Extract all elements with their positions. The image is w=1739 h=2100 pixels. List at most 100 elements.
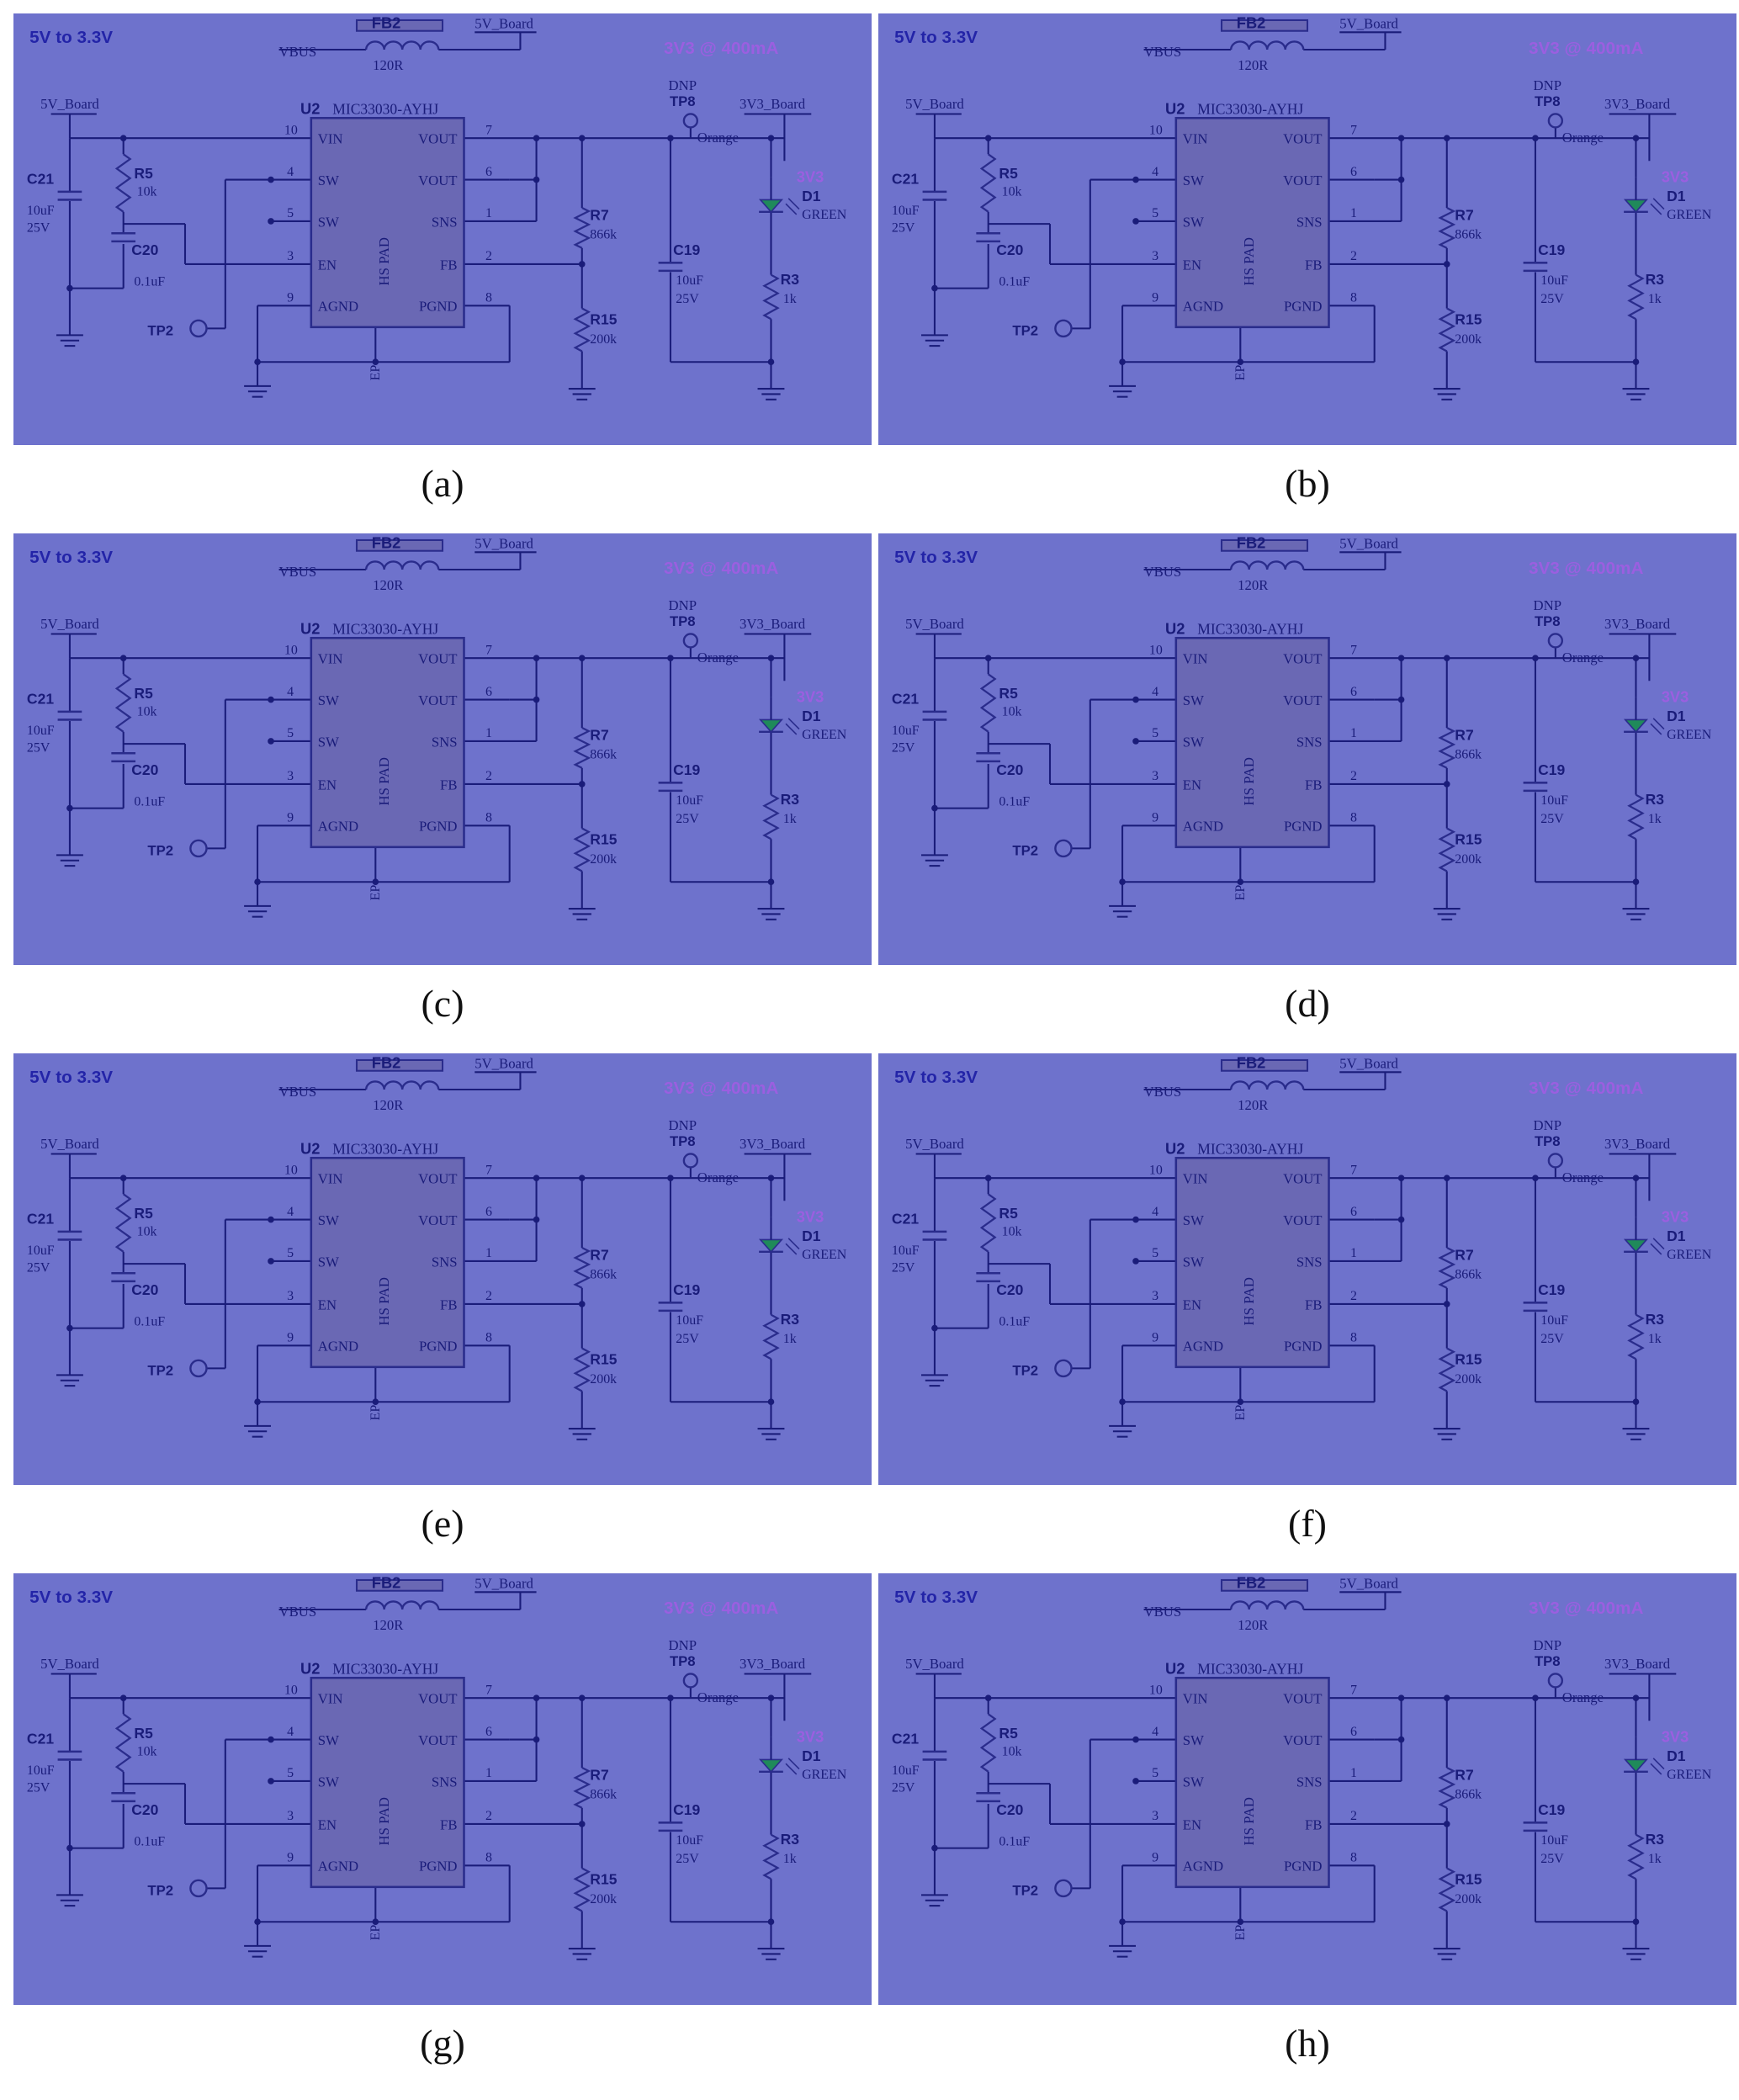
resistor-r5 xyxy=(114,673,132,733)
resistor-r5 xyxy=(979,153,997,213)
diagram-title: 5V to 3.3V xyxy=(29,1068,113,1087)
ground-symbol xyxy=(56,854,83,867)
r5-label: R5 xyxy=(134,685,153,702)
pin-vin: VIN xyxy=(318,1171,343,1187)
u2-label: U2 xyxy=(1165,99,1185,117)
pin-vin: VIN xyxy=(318,1691,343,1707)
pin-sw-1: SW xyxy=(1183,1732,1204,1748)
pin-num-9: 9 xyxy=(287,1851,294,1865)
pin-num-8: 8 xyxy=(485,811,492,825)
pin-num-4: 4 xyxy=(1152,685,1158,699)
pin-num-4: 4 xyxy=(287,685,294,699)
pin-num-10: 10 xyxy=(284,643,298,657)
r15-label: R15 xyxy=(1455,1351,1482,1368)
junction xyxy=(578,1175,586,1181)
pin-agnd: AGND xyxy=(318,1859,358,1875)
schematic-panel-e: 5V to 3.3V 3V3 @ 400mA VBUS FB2 120R 5V_Board… xyxy=(13,1053,872,1485)
u2-label: U2 xyxy=(300,619,320,637)
ic-u2-body xyxy=(1174,1676,1330,1889)
net-5v-board-left: 5V_Board xyxy=(905,616,964,632)
led-d1 xyxy=(758,177,800,215)
junction xyxy=(1132,1778,1139,1784)
capacitor-c19 xyxy=(1523,1302,1548,1312)
junction xyxy=(254,358,261,366)
tp2-label: TP2 xyxy=(147,842,173,858)
test-point-tp8 xyxy=(682,113,699,129)
pin-num-5: 5 xyxy=(287,726,294,740)
resistor-r7 xyxy=(573,207,591,249)
d1-net-label: 3V3 xyxy=(797,1208,824,1226)
junction xyxy=(533,135,540,141)
c21-label: C21 xyxy=(27,690,54,707)
r7-label: R7 xyxy=(590,1766,608,1783)
pin-num-6: 6 xyxy=(1350,1725,1357,1739)
junction xyxy=(767,1694,775,1701)
pin-num-7: 7 xyxy=(1350,123,1357,137)
net-3v3-board: 3V3_Board xyxy=(740,1656,806,1672)
tp2-label: TP2 xyxy=(1012,322,1038,338)
wires xyxy=(933,32,1651,390)
pin-num-3: 3 xyxy=(1152,1289,1158,1303)
junction xyxy=(667,655,674,661)
junction xyxy=(533,696,540,703)
pin-num-2: 2 xyxy=(1350,769,1357,783)
ground-symbol xyxy=(1622,1428,1650,1440)
pin-sw-2: SW xyxy=(1183,214,1204,230)
capacitor-c20 xyxy=(976,1792,1001,1803)
ep-label: EP xyxy=(1233,885,1248,901)
resistor-r7 xyxy=(1438,1247,1456,1289)
fb2-value: 120R xyxy=(1238,57,1269,73)
panel-caption: (a) xyxy=(421,462,464,505)
output-rating-label: 3V3 @ 400mA xyxy=(1529,1079,1644,1098)
schematic-panel-h: 5V to 3.3V 3V3 @ 400mA VBUS FB2 120R 5V_Board… xyxy=(878,1573,1736,2005)
r15-value: 200k xyxy=(590,852,617,867)
pin-pgnd: PGND xyxy=(419,299,458,315)
dnp-label: DNP xyxy=(1534,597,1561,613)
output-rating-label: 3V3 @ 400mA xyxy=(1529,1599,1644,1618)
junction xyxy=(1237,1398,1244,1406)
pin-fb: FB xyxy=(1305,777,1322,793)
pin-num-10: 10 xyxy=(284,123,298,137)
r15-value: 200k xyxy=(1455,332,1482,347)
pin-vout-1: VOUT xyxy=(1283,1171,1322,1187)
ic-u2-body xyxy=(310,116,465,329)
c21-voltage: 25V xyxy=(892,221,915,236)
c19-voltage: 25V xyxy=(676,292,699,306)
pin-en: EN xyxy=(318,1816,337,1832)
capacitor-c19 xyxy=(1523,1822,1548,1832)
c21-label: C21 xyxy=(27,170,54,187)
r5-value: 10k xyxy=(137,1225,157,1239)
u2-part-label: MIC33030-AYHJ xyxy=(1197,1140,1303,1157)
resistor-r15 xyxy=(573,827,591,872)
c20-label: C20 xyxy=(996,1281,1023,1298)
ep-label: EP xyxy=(1233,1405,1248,1421)
ground-symbol xyxy=(1109,1424,1136,1438)
junction xyxy=(66,1324,73,1332)
u2-label: U2 xyxy=(300,1139,320,1157)
panel-caption: (d) xyxy=(1285,982,1330,1025)
fb2-inductor xyxy=(1229,1080,1305,1090)
pin-sns: SNS xyxy=(432,214,458,230)
c19-value: 10uF xyxy=(676,273,703,288)
ground-symbol xyxy=(1109,904,1136,918)
pin-en: EN xyxy=(318,257,337,273)
pin-num-1: 1 xyxy=(485,726,492,740)
c19-voltage: 25V xyxy=(1540,1332,1564,1346)
pin-sw-1: SW xyxy=(318,692,339,708)
c21-label: C21 xyxy=(892,1730,919,1747)
schematic-panel-c: 5V to 3.3V 3V3 @ 400mA VBUS FB2 120R 5V_Board… xyxy=(13,533,872,965)
u2-part-label: MIC33030-AYHJ xyxy=(332,1140,438,1157)
c21-voltage: 25V xyxy=(892,1781,915,1795)
net-5v-board-top: 5V_Board xyxy=(475,1056,533,1072)
junction xyxy=(268,696,274,703)
junction xyxy=(533,1694,540,1701)
wires xyxy=(933,1072,1651,1429)
dnp-label: DNP xyxy=(1534,1117,1561,1133)
pin-num-8: 8 xyxy=(1350,1331,1357,1345)
